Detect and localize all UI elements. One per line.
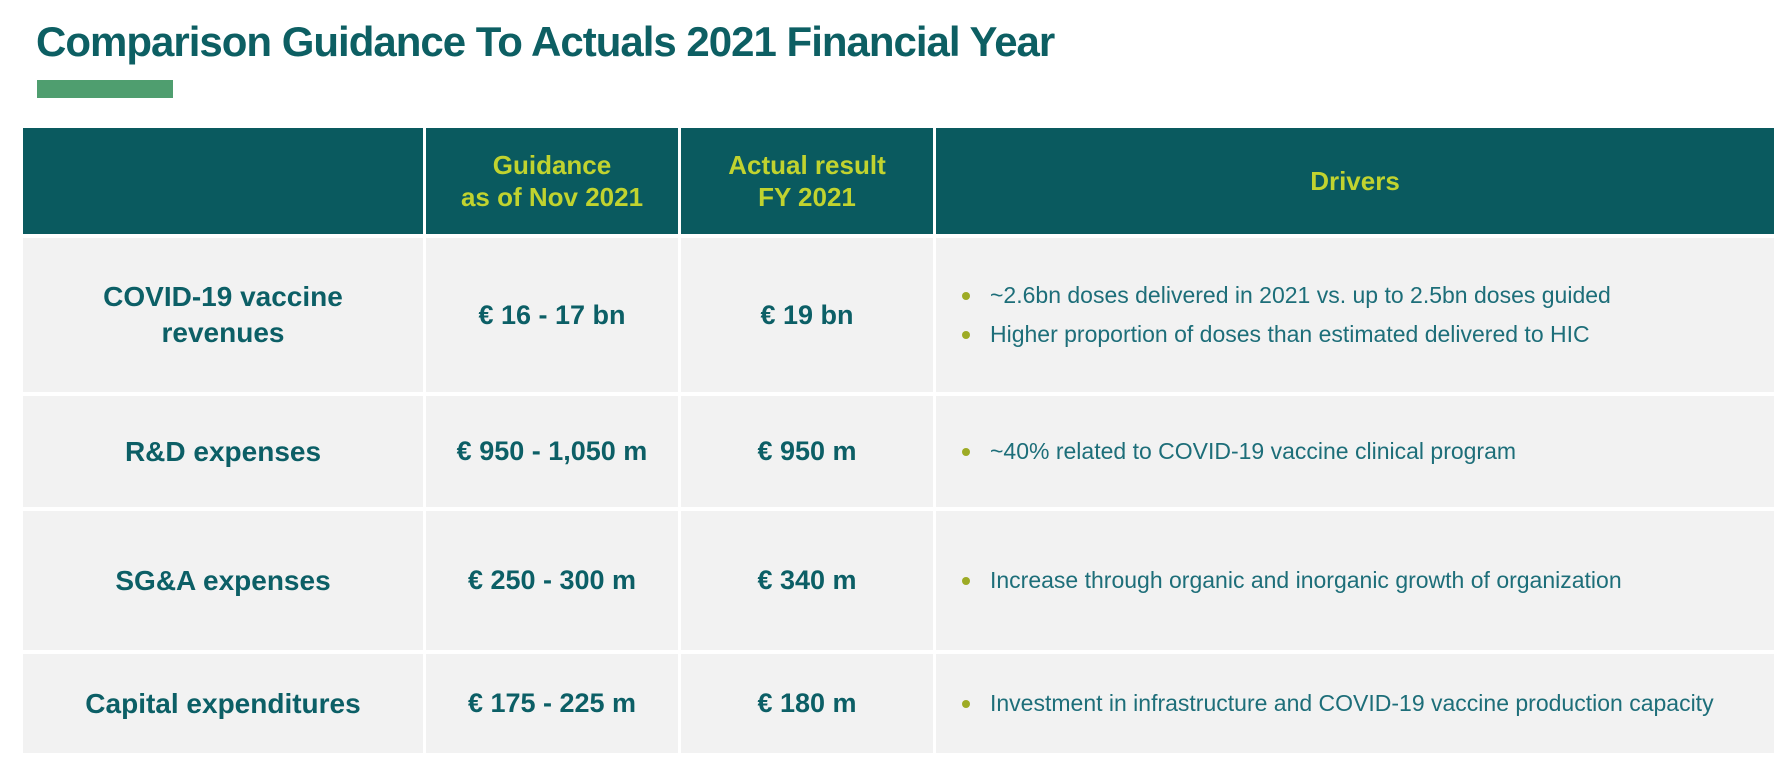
header-cell-guidance: Guidance as of Nov 2021 bbox=[426, 128, 678, 234]
guidance-vs-actuals-table: Guidance as of Nov 2021 Actual result FY… bbox=[23, 128, 1774, 753]
row-label: R&D expenses bbox=[124, 435, 322, 467]
driver-item: ~2.6bn doses delivered in 2021 vs. up to… bbox=[962, 282, 1750, 309]
table-row-rnd-drivers-cell: ~40% related to COVID-19 vaccine clinica… bbox=[936, 396, 1774, 507]
bullet-icon bbox=[962, 699, 970, 708]
table-row-rnd-actual-cell: € 950 m bbox=[681, 396, 933, 507]
table-row-covid-drivers-cell: ~2.6bn doses delivered in 2021 vs. up to… bbox=[936, 238, 1774, 392]
header-guidance-line2: as of Nov 2021 bbox=[460, 182, 644, 212]
row-label: COVID-19 vaccine revenues bbox=[103, 281, 343, 348]
header-guidance-line1: Guidance bbox=[492, 150, 612, 180]
bullet-icon bbox=[962, 330, 970, 339]
driver-text: ~40% related to COVID-19 vaccine clinica… bbox=[990, 438, 1517, 464]
guidance-value: € 250 - 300 m bbox=[467, 565, 637, 595]
table-row-capex-guidance-cell: € 175 - 225 m bbox=[426, 654, 678, 753]
actual-value: € 950 m bbox=[757, 436, 857, 466]
driver-item: Higher proportion of doses than estimate… bbox=[962, 321, 1750, 348]
slide-title: Comparison Guidance To Actuals 2021 Fina… bbox=[36, 18, 1055, 65]
driver-text: Higher proportion of doses than estimate… bbox=[990, 321, 1590, 347]
table-row-covid-label-cell: COVID-19 vaccine revenues bbox=[23, 238, 423, 392]
bullet-icon bbox=[962, 447, 970, 456]
driver-text: Investment in infrastructure and COVID-1… bbox=[990, 690, 1714, 716]
table-row-rnd-guidance-cell: € 950 - 1,050 m bbox=[426, 396, 678, 507]
table-row-sga-drivers-cell: Increase through organic and inorganic g… bbox=[936, 511, 1774, 650]
table-row-sga-actual-cell: € 340 m bbox=[681, 511, 933, 650]
driver-item: ~40% related to COVID-19 vaccine clinica… bbox=[962, 438, 1750, 465]
table-row-covid-guidance-cell: € 16 - 17 bn bbox=[426, 238, 678, 392]
actual-value: € 19 bn bbox=[760, 299, 854, 330]
table-row-covid-actual-cell: € 19 bn bbox=[681, 238, 933, 392]
header-actual-line1: Actual result bbox=[728, 150, 886, 180]
actual-value: € 340 m bbox=[757, 565, 857, 595]
guidance-value: € 175 - 225 m bbox=[467, 688, 637, 718]
guidance-value: € 950 - 1,050 m bbox=[456, 436, 648, 466]
bullet-icon bbox=[962, 291, 970, 300]
header-drivers-label: Drivers bbox=[1310, 166, 1400, 196]
header-cell-metric bbox=[23, 128, 423, 234]
header-cell-drivers: Drivers bbox=[936, 128, 1774, 234]
driver-item: Increase through organic and inorganic g… bbox=[962, 567, 1750, 594]
driver-text: ~2.6bn doses delivered in 2021 vs. up to… bbox=[990, 282, 1611, 308]
title-accent-bar bbox=[37, 80, 173, 98]
driver-item: Investment in infrastructure and COVID-1… bbox=[962, 690, 1750, 717]
guidance-value: € 16 - 17 bn bbox=[478, 299, 626, 330]
header-actual-line2: FY 2021 bbox=[758, 182, 856, 212]
table-row-capex-label-cell: Capital expenditures bbox=[23, 654, 423, 753]
table-row-capex-drivers-cell: Investment in infrastructure and COVID-1… bbox=[936, 654, 1774, 753]
row-label: Capital expenditures bbox=[85, 687, 361, 719]
table-row-rnd-label-cell: R&D expenses bbox=[23, 396, 423, 507]
driver-text: Increase through organic and inorganic g… bbox=[990, 567, 1622, 593]
bullet-icon bbox=[962, 576, 970, 585]
actual-value: € 180 m bbox=[757, 688, 857, 718]
table-row-sga-label-cell: SG&A expenses bbox=[23, 511, 423, 650]
table-row-sga-guidance-cell: € 250 - 300 m bbox=[426, 511, 678, 650]
header-cell-actual: Actual result FY 2021 bbox=[681, 128, 933, 234]
table-row-capex-actual-cell: € 180 m bbox=[681, 654, 933, 753]
row-label: SG&A expenses bbox=[115, 564, 331, 596]
